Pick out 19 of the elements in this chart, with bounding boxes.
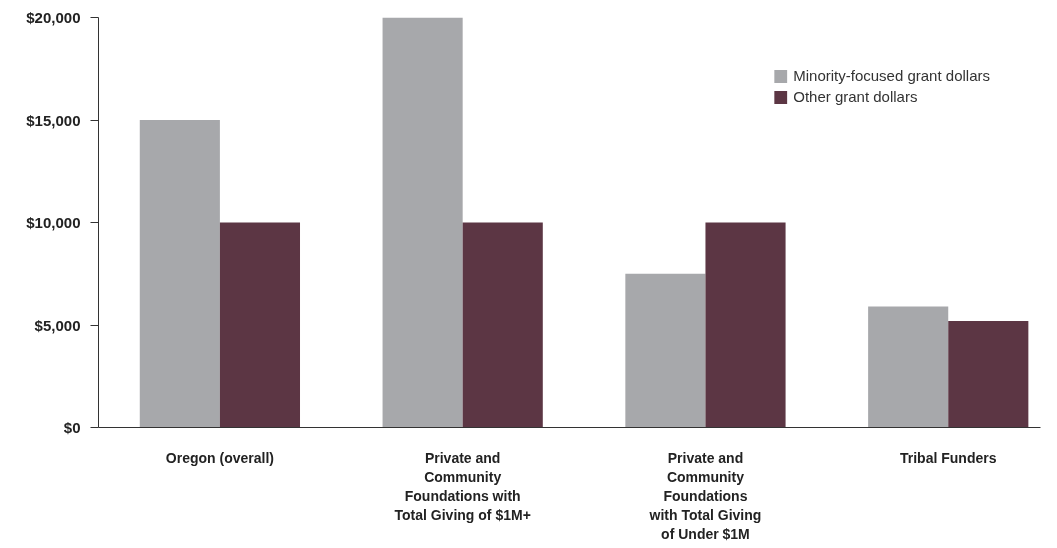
bar xyxy=(139,120,220,428)
y-tick-label: $20,000 xyxy=(26,9,81,26)
bar xyxy=(705,222,786,428)
x-tick-label: Private and Community Foundations with Total Giving of Under $1M xyxy=(648,449,762,543)
bar xyxy=(948,320,1029,428)
y-tick-label: $10,000 xyxy=(26,214,81,231)
x-tick-label: Private and Community Foundations with Total Giving of $1M+ xyxy=(394,449,531,524)
bar xyxy=(868,306,949,428)
bar xyxy=(462,222,543,428)
x-tick-label: Oregon (overall) xyxy=(165,449,274,466)
legend-label: Minority-focused grant dollars xyxy=(793,67,990,84)
bar xyxy=(219,222,301,428)
y-tick-label: $15,000 xyxy=(26,111,81,129)
y-tick-label: $0 xyxy=(63,419,81,436)
x-tick-label: Tribal Funders xyxy=(900,449,997,466)
legend-label: Other grant dollars xyxy=(793,88,918,105)
bar xyxy=(625,273,706,428)
bar xyxy=(382,17,463,428)
y-tick-label: $5,000 xyxy=(34,316,81,334)
